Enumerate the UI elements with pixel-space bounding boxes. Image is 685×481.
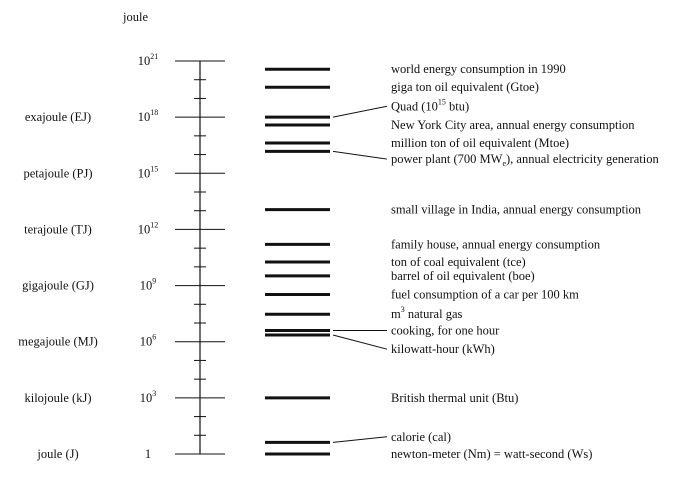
entry-label: family house, annual energy consumption (391, 237, 601, 251)
leader-line (332, 334, 388, 350)
unit-name-label: joule (J) (36, 447, 78, 461)
entry-label: British thermal unit (Btu) (391, 391, 518, 405)
entry-label: New York City area, annual energy consum… (391, 118, 635, 132)
major-tick-label: 1015 (138, 164, 159, 180)
entry-label: calorie (cal) (391, 430, 451, 444)
entry-label: small village in India, annual energy co… (391, 203, 642, 217)
unit-name-label: megajoule (MJ) (18, 335, 98, 349)
entry-label: giga ton oil equivalent (Gtoe) (391, 80, 539, 94)
leader-lines (332, 105, 388, 443)
entry-label: newton-meter (Nm) = watt-second (Ws) (391, 447, 592, 461)
major-tick-label: 106 (140, 333, 157, 349)
entry-label: power plant (700 MWe), annual electricit… (391, 152, 659, 168)
entry-label: Quad (1015 btu) (391, 97, 469, 113)
entry-labels: world energy consumption in 1990 giga ton… (391, 62, 659, 461)
major-tick-labels: 1021 1018 1015 1012 109 106 103 1 (138, 52, 159, 461)
entry-label: barrel of oil equivalent (boe) (391, 269, 535, 283)
unit-name-labels: exajoule (EJ) petajoule (PJ) terajoule (TJ… (18, 110, 98, 461)
unit-name-label: petajoule (PJ) (23, 166, 92, 180)
major-tick-label: 1 (145, 447, 151, 461)
unit-name-label: gigajoule (GJ) (22, 279, 94, 293)
entry-label: kilowatt-hour (kWh) (391, 342, 495, 356)
axis-ticks (175, 60, 225, 455)
unit-name-label: kilojoule (kJ) (24, 391, 91, 405)
major-tick-label: 109 (140, 277, 157, 293)
major-tick-label: 103 (140, 389, 157, 405)
entry-label: world energy consumption in 1990 (391, 62, 566, 76)
leader-line (332, 150, 388, 160)
entry-bars (265, 67, 330, 456)
axis-unit-label: joule (122, 10, 148, 24)
entry-label: cooking, for one hour (391, 323, 500, 337)
leader-line (332, 105, 388, 118)
entry-label: million ton of oil equivalent (Mtoe) (391, 136, 569, 150)
entry-label: m3 natural gas (391, 305, 462, 321)
entry-label: fuel consumption of a car per 100 km (391, 288, 579, 302)
major-tick-label: 1021 (138, 52, 159, 68)
major-tick-label: 1012 (138, 220, 159, 236)
unit-name-label: exajoule (EJ) (25, 110, 91, 124)
unit-name-label: terajoule (TJ) (24, 222, 92, 236)
leader-line (332, 436, 388, 443)
entry-label: ton of coal equivalent (tce) (391, 255, 526, 269)
major-tick-label: 1018 (138, 108, 159, 124)
